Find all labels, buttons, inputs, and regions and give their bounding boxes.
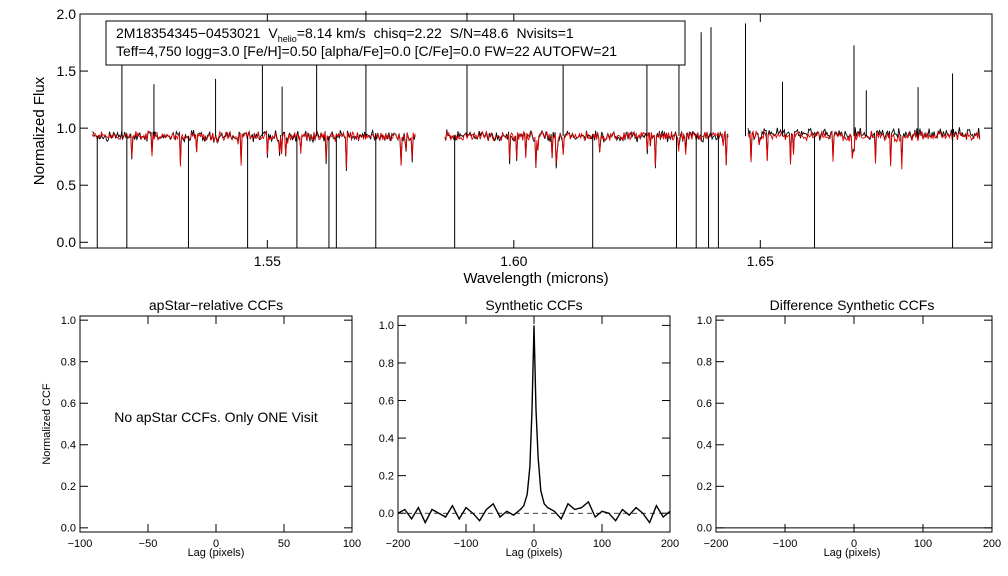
y-tick-label: 2.0 (57, 6, 77, 22)
apstar-ticks: −100 −50 0 50 100 0.0 0.2 0.4 0.6 0.8 1.0 (61, 315, 361, 550)
y-tick-label: 0.8 (697, 357, 712, 369)
difference-ticks: −200 −100 0 100 200 0.0 0.2 0.4 0.6 0.8 1.0 (697, 315, 1001, 550)
synthetic-ticks: −200 −100 0 100 200 0.0 0.2 0.4 0.6 0.8 1.0 (379, 316, 679, 550)
x-tick-label: −200 (386, 538, 411, 550)
difference-x-label: Lag (pixels) (824, 547, 881, 559)
x-tick-label: 0 (851, 538, 857, 550)
spectrum-y-label: Normalized Flux (31, 76, 48, 185)
y-tick-label: 1.0 (379, 320, 394, 332)
x-tick-label: 50 (278, 538, 290, 550)
chisq-value: chisq=2.22 (374, 25, 442, 41)
v-helio-value: =8.14 km/s (297, 25, 366, 41)
synthetic-title: Synthetic CCFs (485, 297, 582, 313)
y-tick-label: 0.6 (697, 398, 712, 410)
x-tick-label: 200 (983, 538, 1001, 550)
observed-spectrum-chip-2 (444, 129, 729, 169)
synthetic-x-label: Lag (pixels) (506, 547, 563, 559)
info-box (105, 20, 686, 66)
y-tick-label: 0.6 (379, 395, 394, 407)
y-tick-label: 0.4 (697, 440, 712, 452)
y-tick-label: 0.0 (61, 523, 76, 535)
model-spectrum-chip-3 (747, 130, 981, 170)
y-tick-label: 0.0 (57, 234, 77, 250)
v-helio-subscript: helio (278, 34, 297, 44)
y-tick-label: 0.4 (379, 433, 394, 445)
v-helio-label: V (268, 25, 278, 41)
model-spectrum-chip-2 (444, 129, 729, 167)
x-tick-label: 0 (213, 538, 219, 550)
object-id: 2M18354345−0453021 (116, 25, 261, 41)
spectrum-panel: 1.55 1.60 1.65 0.0 0.5 1.0 1.5 2.0 2M18354345−0… (31, 6, 993, 287)
y-tick-label: 0.5 (57, 177, 77, 193)
apstar-y-label: Normalized CCF (41, 383, 53, 465)
spectrum-ticks: 1.55 1.60 1.65 0.0 0.5 1.0 1.5 2.0 (57, 6, 992, 269)
difference-title: Difference Synthetic CCFs (770, 297, 935, 313)
x-tick-label: −100 (773, 538, 798, 550)
y-tick-label: 0.2 (697, 481, 712, 493)
x-tick-label: 100 (593, 538, 611, 550)
y-tick-label: 0.4 (61, 440, 76, 452)
x-tick-label: 1.65 (747, 253, 774, 269)
apstar-ccf-panel: −100 −50 0 50 100 0.0 0.2 0.4 0.6 0.8 1.0 apStar−r… (41, 297, 361, 559)
y-tick-label: 1.0 (697, 315, 712, 327)
x-tick-label: 0 (531, 538, 537, 550)
y-tick-label: 0.8 (61, 357, 76, 369)
x-tick-label: 200 (661, 538, 679, 550)
synthetic-ccf-panel: −200 −100 0 100 200 0.0 0.2 0.4 0.6 0.8 1.0 Synthe… (379, 297, 679, 559)
y-tick-label: 1.0 (61, 315, 76, 327)
y-tick-label: 0.0 (379, 508, 394, 520)
nvisits-value: Nvisits=1 (517, 25, 574, 41)
difference-ccf-panel: −200 −100 0 100 200 0.0 0.2 0.4 0.6 0.8 1.0 Differ… (697, 297, 1001, 559)
y-tick-label: 0.6 (61, 398, 76, 410)
x-tick-label: 1.60 (500, 253, 527, 269)
spectrum-x-label: Wavelength (microns) (463, 270, 608, 287)
snr-value: S/N=48.6 (450, 25, 509, 41)
synthetic-lines (397, 325, 671, 525)
info-line-1: 2M18354345−0453021 Vhelio=8.14 km/s chisq=… (116, 25, 574, 44)
y-tick-label: 1.0 (57, 120, 77, 136)
y-tick-label: 1.5 (57, 63, 77, 79)
y-tick-label: 0.0 (697, 523, 712, 535)
apstar-x-label: Lag (pixels) (188, 547, 245, 559)
x-tick-label: 100 (343, 538, 361, 550)
x-tick-label: 1.55 (254, 253, 281, 269)
x-tick-label: 100 (914, 538, 932, 550)
x-tick-label: −50 (139, 538, 158, 550)
observed-spectrum-chip-3 (747, 127, 981, 165)
y-tick-label: 0.8 (379, 358, 394, 370)
y-tick-label: 0.2 (61, 481, 76, 493)
y-tick-label: 0.2 (379, 471, 394, 483)
apstar-title: apStar−relative CCFs (149, 297, 283, 313)
synthetic-ccf-curve (397, 325, 671, 525)
no-ccf-message: No apStar CCFs. Only ONE Visit (114, 409, 318, 425)
spectrum-lines (91, 11, 981, 248)
x-tick-label: −100 (68, 538, 93, 550)
spectrum-frame (79, 13, 993, 249)
stellar-parameters: Teff=4,750 logg=3.0 [Fe/H]=0.50 [alpha/F… (116, 43, 617, 59)
model-spectrum-chip-1 (91, 129, 416, 169)
x-tick-label: −100 (454, 538, 479, 550)
x-tick-label: −200 (704, 538, 729, 550)
